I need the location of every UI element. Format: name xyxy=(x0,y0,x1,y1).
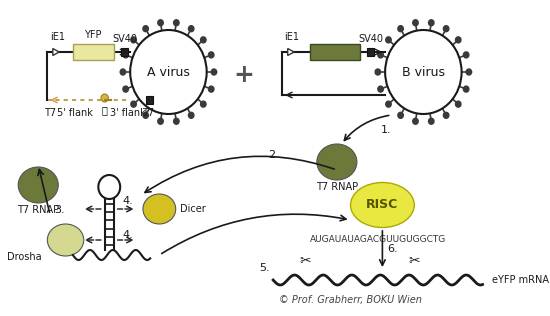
Circle shape xyxy=(120,69,125,75)
Circle shape xyxy=(412,118,418,124)
Circle shape xyxy=(131,101,136,107)
Circle shape xyxy=(455,37,461,43)
Text: SV40: SV40 xyxy=(112,34,138,44)
Text: 4.: 4. xyxy=(123,196,134,206)
Circle shape xyxy=(455,101,461,107)
Text: 6.: 6. xyxy=(387,244,398,254)
Circle shape xyxy=(398,26,403,32)
Text: A virus: A virus xyxy=(147,65,190,78)
Circle shape xyxy=(201,101,206,107)
Text: © Prof. Grabherr, BOKU Wien: © Prof. Grabherr, BOKU Wien xyxy=(279,295,422,305)
Ellipse shape xyxy=(47,224,84,256)
Circle shape xyxy=(398,112,403,118)
Circle shape xyxy=(464,52,469,58)
Text: 5' flank: 5' flank xyxy=(57,108,92,118)
Circle shape xyxy=(428,118,434,124)
Circle shape xyxy=(386,101,391,107)
Text: Drosha: Drosha xyxy=(7,252,42,262)
Text: 🔑: 🔑 xyxy=(102,105,108,115)
Text: iE1: iE1 xyxy=(50,32,65,42)
Circle shape xyxy=(143,26,148,32)
Circle shape xyxy=(443,26,449,32)
Text: T7 RNAP: T7 RNAP xyxy=(17,205,59,215)
Circle shape xyxy=(428,20,434,26)
Circle shape xyxy=(385,30,461,114)
Circle shape xyxy=(189,112,194,118)
Text: T7: T7 xyxy=(142,108,155,118)
Text: T7: T7 xyxy=(44,108,56,118)
Text: ✂: ✂ xyxy=(299,254,311,268)
Polygon shape xyxy=(53,48,59,56)
Text: 3' flank: 3' flank xyxy=(109,108,145,118)
Circle shape xyxy=(375,69,381,75)
Text: SV40: SV40 xyxy=(358,34,383,44)
Text: ✂: ✂ xyxy=(409,254,420,268)
Bar xyxy=(73,44,114,60)
Text: 2.: 2. xyxy=(268,150,278,160)
Text: +: + xyxy=(234,63,255,87)
Text: AUGAUAUAGACGUUGUGGCTG: AUGAUAUAGACGUUGUGGCTG xyxy=(310,235,446,244)
Text: eYFP mRNA: eYFP mRNA xyxy=(492,275,549,285)
Text: Dicer: Dicer xyxy=(180,204,206,214)
Circle shape xyxy=(208,52,214,58)
Circle shape xyxy=(464,86,469,92)
Text: T7 RNAP: T7 RNAP xyxy=(316,182,358,192)
Circle shape xyxy=(174,20,179,26)
Text: T7 RNAP: T7 RNAP xyxy=(314,30,356,40)
Text: 1.: 1. xyxy=(381,125,391,135)
Circle shape xyxy=(98,175,120,199)
Circle shape xyxy=(130,30,207,114)
Circle shape xyxy=(208,86,214,92)
Circle shape xyxy=(174,118,179,124)
Text: iE1: iE1 xyxy=(284,32,299,42)
Text: 4.: 4. xyxy=(123,230,134,240)
Circle shape xyxy=(443,112,449,118)
Bar xyxy=(121,48,128,56)
Ellipse shape xyxy=(350,183,414,228)
Text: 5.: 5. xyxy=(258,263,270,273)
Circle shape xyxy=(158,118,163,124)
Circle shape xyxy=(378,86,383,92)
Circle shape xyxy=(101,94,108,102)
Circle shape xyxy=(158,20,163,26)
Bar xyxy=(367,48,374,56)
Text: YFP: YFP xyxy=(84,30,102,40)
Circle shape xyxy=(466,69,471,75)
Circle shape xyxy=(189,26,194,32)
Text: 3.: 3. xyxy=(54,205,65,215)
Circle shape xyxy=(123,52,128,58)
Bar xyxy=(310,44,360,60)
Text: B virus: B virus xyxy=(402,65,445,78)
Circle shape xyxy=(131,37,136,43)
Circle shape xyxy=(123,86,128,92)
Circle shape xyxy=(386,37,391,43)
Circle shape xyxy=(412,20,418,26)
Polygon shape xyxy=(288,48,294,56)
Circle shape xyxy=(201,37,206,43)
Bar xyxy=(146,96,153,104)
Ellipse shape xyxy=(143,194,175,224)
Text: RISC: RISC xyxy=(366,198,399,211)
Circle shape xyxy=(143,112,148,118)
Circle shape xyxy=(211,69,217,75)
Ellipse shape xyxy=(18,167,58,203)
Circle shape xyxy=(378,52,383,58)
Ellipse shape xyxy=(317,144,357,180)
